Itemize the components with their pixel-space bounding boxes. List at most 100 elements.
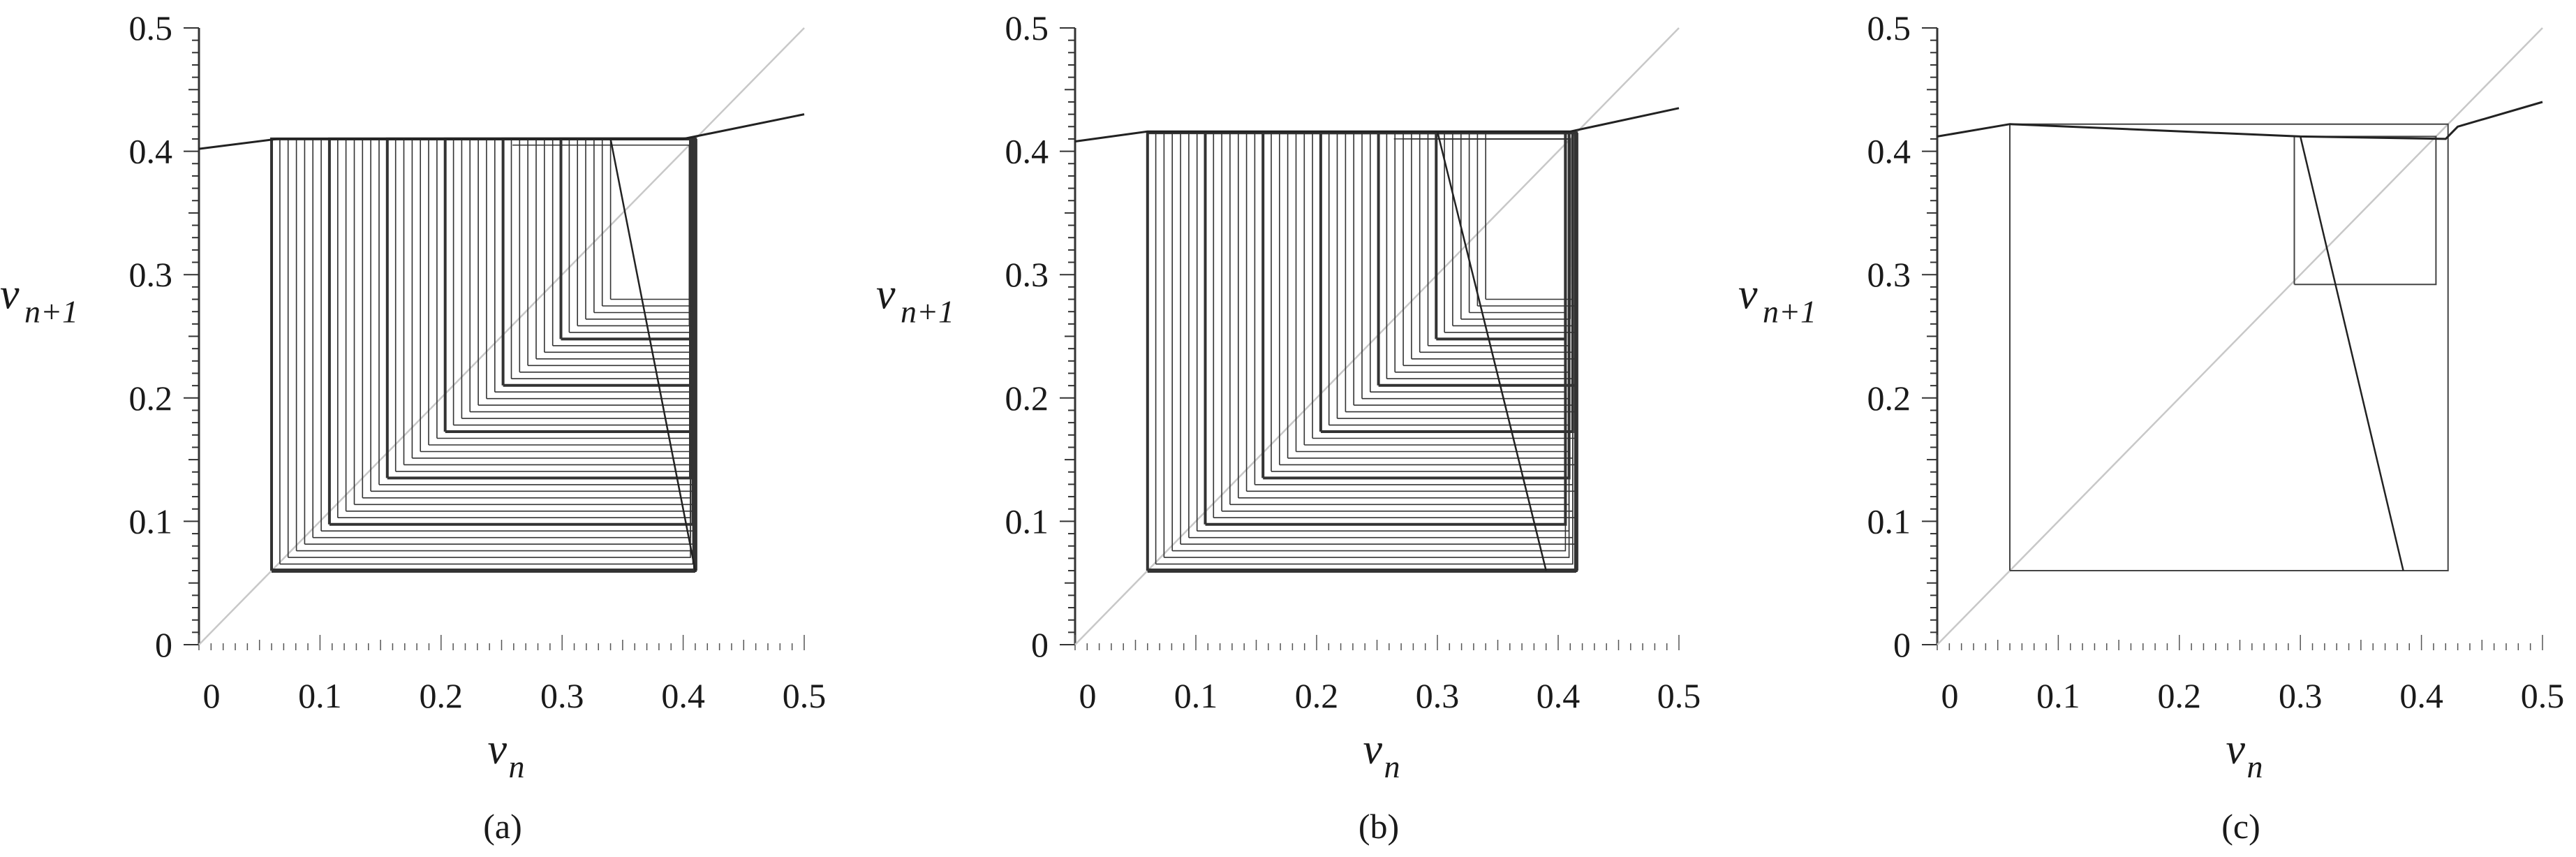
cobweb-segment xyxy=(510,138,691,380)
map-branch xyxy=(609,138,697,571)
chart-panel-3: 00.10.20.30.40.50 0.1 0.2 0.3 0.4 0.5v nv n+1(c… xyxy=(1738,8,2564,846)
cobweb-segment xyxy=(568,138,696,333)
y-tick-label: 0.2 xyxy=(129,379,173,418)
y-tick-label: 0 xyxy=(155,625,172,664)
cobweb-segment xyxy=(501,137,695,387)
x-tick-label: 0.4 xyxy=(661,676,705,715)
cobweb-segment xyxy=(1394,132,1570,373)
x-tick-label: 0.1 xyxy=(1174,676,1218,715)
y-axis-title: v xyxy=(876,271,896,318)
cobweb-segment xyxy=(559,137,692,341)
cobweb-segment xyxy=(1171,132,1567,552)
cobweb-segment xyxy=(585,138,691,320)
x-tick-label: 0.2 xyxy=(1295,676,1339,715)
y-axis-title-sub: n+1 xyxy=(901,294,954,330)
x-axis-title: v xyxy=(2226,726,2246,773)
cobweb-segment xyxy=(1485,132,1574,300)
x-tick-label: 0.5 xyxy=(783,676,827,715)
cobweb-segment xyxy=(336,138,691,519)
y-tick-label: 0.2 xyxy=(1005,379,1049,418)
y-tick-label: 0.3 xyxy=(1867,255,1911,294)
diagonal-line xyxy=(1937,27,2543,645)
cobweb-orbit xyxy=(1146,131,1578,573)
x-tick-label: 0 xyxy=(203,676,221,715)
y-tick-label: 0.1 xyxy=(1867,501,1911,541)
panel-label: (b) xyxy=(1359,807,1399,846)
cobweb-segment xyxy=(1271,132,1567,472)
cobweb-segment xyxy=(443,137,697,433)
x-tick-label: 0.3 xyxy=(1416,676,1460,715)
map-curve xyxy=(198,113,805,150)
chart-panel-1: 00.10.20.30.40.50 0.1 0.2 0.3 0.4 0.5v nv n+1(a… xyxy=(0,8,826,846)
cobweb-segment xyxy=(1444,132,1577,333)
y-tick-label: 0.4 xyxy=(1867,132,1911,171)
x-tick-label: 0.1 xyxy=(298,676,342,715)
x-tick-label: 0.3 xyxy=(2279,676,2323,715)
cobweb-segment xyxy=(486,138,691,400)
cobweb-segment xyxy=(320,138,696,532)
x-tick-label: 0.4 xyxy=(2399,676,2443,715)
chart-panel-2: 00.10.20.30.40.50 0.1 0.2 0.3 0.4 0.5v nv n+1(b… xyxy=(876,8,1701,846)
map-branch xyxy=(1436,131,1547,571)
panel-label: (c) xyxy=(2221,807,2260,846)
x-tick-label: 0.5 xyxy=(2521,676,2565,715)
cobweb-segment xyxy=(461,138,691,419)
y-tick-label: 0.4 xyxy=(129,132,173,171)
cobweb-segment xyxy=(1393,138,1571,319)
cobweb-segment xyxy=(543,138,696,353)
cobweb-segment xyxy=(452,138,694,426)
y-axis-title: v xyxy=(1738,271,1758,318)
cobweb-segment xyxy=(1386,132,1574,380)
y-tick-label: 0.5 xyxy=(1867,8,1911,47)
diagonal-line xyxy=(198,27,805,645)
panel-label: (a) xyxy=(483,807,522,846)
x-axis-title: v xyxy=(488,726,508,773)
x-tick-label: 0.2 xyxy=(2158,676,2202,715)
x-tick-label: 0 xyxy=(1079,676,1097,715)
x-axis-title-sub: n xyxy=(509,749,525,784)
y-tick-label: 0.3 xyxy=(1005,255,1049,294)
cobweb-segment xyxy=(609,138,691,300)
cobweb-segment xyxy=(512,145,690,325)
y-tick-label: 0.4 xyxy=(1005,132,1049,171)
cobweb-segment xyxy=(345,138,696,512)
y-tick-label: 0 xyxy=(1893,625,1911,664)
cobweb-segment xyxy=(1336,132,1567,419)
orbit-inner xyxy=(2293,135,2437,286)
cobweb-segment xyxy=(1287,132,1574,459)
cobweb-segment xyxy=(1427,132,1570,346)
x-tick-label: 0.5 xyxy=(1657,676,1701,715)
cobweb-segment xyxy=(403,138,694,466)
x-axis-title: v xyxy=(1363,726,1383,773)
map-branch xyxy=(2299,136,2404,571)
x-tick-label: 0.3 xyxy=(540,676,584,715)
cobweb-segment xyxy=(601,138,694,307)
cobweb-segment xyxy=(1452,132,1574,327)
y-tick-label: 0.1 xyxy=(1005,501,1049,541)
x-tick-label: 0.1 xyxy=(2036,676,2080,715)
y-tick-label: 0.5 xyxy=(129,8,173,47)
cobweb-segment xyxy=(1370,132,1567,393)
cobweb-segment xyxy=(1319,131,1574,433)
cobweb-segment xyxy=(494,138,696,393)
x-tick-label: 0.2 xyxy=(420,676,464,715)
cobweb-segment xyxy=(577,138,694,327)
x-tick-label: 0 xyxy=(1941,676,1959,715)
cobweb-segment xyxy=(552,138,694,346)
x-axis-title-sub: n xyxy=(2247,749,2263,784)
map-curve xyxy=(1937,101,2543,140)
y-tick-label: 0.1 xyxy=(129,501,173,541)
cobweb-segment xyxy=(394,138,696,472)
x-tick-label: 0.4 xyxy=(1537,676,1581,715)
diagonal-line xyxy=(1074,27,1680,645)
y-tick-label: 0 xyxy=(1031,625,1049,664)
y-tick-label: 0.3 xyxy=(129,255,173,294)
cobweb-segment xyxy=(519,138,696,373)
y-tick-label: 0.5 xyxy=(1005,8,1049,47)
y-axis-title-sub: n+1 xyxy=(24,294,78,330)
cobweb-orbit xyxy=(270,137,697,573)
map-curve xyxy=(1074,107,1680,142)
y-axis-title: v xyxy=(0,271,20,318)
orbit-outer xyxy=(2009,123,2449,571)
